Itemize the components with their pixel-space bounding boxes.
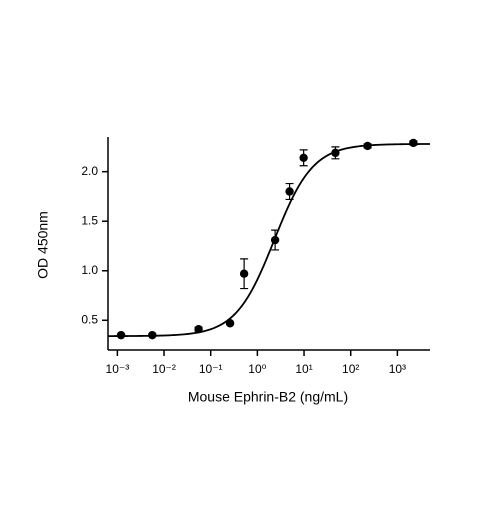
data-point bbox=[225, 319, 235, 328]
x-axis-label: Mouse Ephrin-B2 (ng/mL) bbox=[188, 389, 348, 405]
data-point bbox=[148, 330, 157, 340]
data-point bbox=[285, 187, 294, 196]
x-tick-label: 10³ bbox=[389, 362, 406, 376]
y-tick-label: 2.0 bbox=[81, 164, 98, 178]
data-point bbox=[331, 148, 340, 158]
data-point bbox=[270, 235, 280, 245]
x-tick-label: 10² bbox=[342, 362, 359, 376]
y-axis-label: OD 450nm bbox=[35, 211, 51, 279]
x-tick-label: 10⁰ bbox=[248, 362, 266, 376]
x-tick-label: 10⁻³ bbox=[106, 362, 130, 376]
data-point bbox=[363, 141, 372, 151]
data-point bbox=[194, 324, 203, 334]
x-tick-label: 10¹ bbox=[295, 362, 312, 376]
data-point bbox=[239, 269, 249, 278]
y-tick-label: 0.5 bbox=[81, 312, 98, 326]
y-tick-label: 1.5 bbox=[81, 213, 98, 227]
x-tick-label: 10⁻² bbox=[152, 362, 176, 376]
y-tick-label: 1.0 bbox=[81, 263, 98, 277]
data-point bbox=[409, 138, 418, 148]
data-point bbox=[299, 153, 308, 163]
x-tick-label: 10⁻¹ bbox=[199, 362, 223, 376]
data-point bbox=[116, 330, 126, 340]
fit-curve bbox=[107, 143, 430, 337]
